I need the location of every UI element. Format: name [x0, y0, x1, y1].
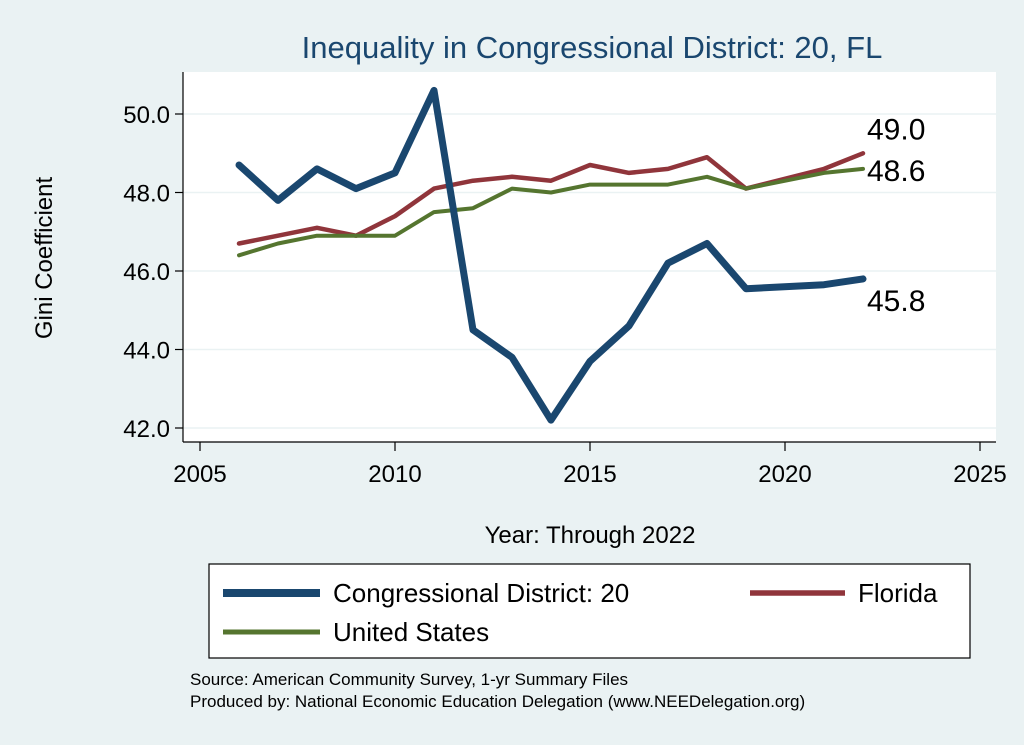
- series-line: [237, 166, 865, 258]
- x-tick-label: 2015: [563, 461, 616, 488]
- legend-box: [208, 563, 971, 659]
- legend: Congressional District: 20 Florida United …: [223, 578, 938, 647]
- x-tick-label: 2025: [953, 461, 1006, 488]
- x-tick-label: 2005: [173, 461, 226, 488]
- y-tick-label: 50.0: [123, 102, 170, 129]
- legend-label: United States: [333, 617, 489, 647]
- axes: 42.0 44.0 46.0 48.0 50.0 2005 2010 2015 2020 2025: [123, 72, 1007, 488]
- series-line: [235, 86, 867, 424]
- y-tick-label: 42.0: [123, 416, 170, 443]
- source-line-1: Source: American Community Survey, 1-yr …: [190, 670, 628, 689]
- y-tick-label: 48.0: [123, 181, 170, 208]
- end-value-label: 49.0: [867, 113, 925, 146]
- x-tick-label: 2010: [368, 461, 421, 488]
- legend-label: Congressional District: 20: [333, 578, 629, 608]
- source-line-2: Produced by: National Economic Education…: [190, 692, 805, 711]
- y-tick-label: 44.0: [123, 338, 170, 365]
- end-labels: 45.8 49.0 48.6: [867, 113, 925, 318]
- y-tick-label: 46.0: [123, 259, 170, 286]
- series-line: [236, 151, 866, 246]
- grid-lines: [183, 113, 996, 429]
- y-axis-title: Gini Coefficient: [31, 177, 58, 340]
- end-value-label: 45.8: [867, 285, 925, 318]
- plot-area: [183, 72, 996, 442]
- x-axis-title: Year: Through 2022: [485, 522, 696, 549]
- end-value-label: 48.6: [867, 155, 925, 188]
- x-tick-label: 2020: [758, 461, 811, 488]
- legend-label: Florida: [858, 578, 938, 608]
- series-group: [235, 86, 867, 424]
- chart-title: Inequality in Congressional District: 20…: [302, 30, 883, 65]
